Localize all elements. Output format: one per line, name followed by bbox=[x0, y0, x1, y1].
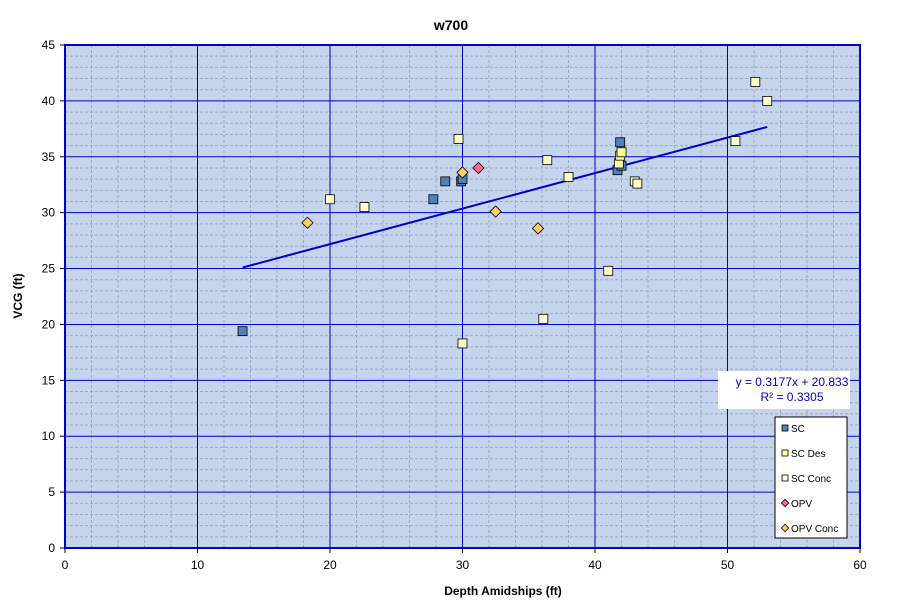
legend-label-sc-des: SC Des bbox=[791, 449, 825, 460]
trendline-equation: y = 0.3177x + 20.833 bbox=[736, 375, 849, 389]
y-tick-label: 0 bbox=[48, 541, 55, 555]
point-sc-conc bbox=[563, 171, 574, 182]
x-tick-label: 60 bbox=[853, 558, 867, 572]
point-sc-conc bbox=[603, 265, 614, 276]
x-tick-label: 20 bbox=[323, 558, 337, 572]
legend-label-sc: SC bbox=[791, 424, 805, 435]
point-sc-conc bbox=[457, 338, 468, 349]
point-sc-conc bbox=[453, 133, 464, 144]
point-sc-conc bbox=[538, 313, 549, 324]
trendline bbox=[242, 125, 768, 269]
y-tick-label: 5 bbox=[48, 485, 55, 499]
legend-marker-opv-conc bbox=[780, 523, 790, 533]
point-sc-conc bbox=[730, 136, 741, 147]
point-opv-conc bbox=[531, 222, 545, 235]
y-tick-label: 25 bbox=[42, 262, 56, 276]
x-tick-label: 0 bbox=[62, 558, 69, 572]
point-sc bbox=[428, 194, 439, 205]
point-sc-conc bbox=[762, 95, 773, 106]
chart-title: w700 bbox=[433, 17, 468, 33]
y-tick-label: 40 bbox=[42, 94, 56, 108]
point-sc-conc bbox=[325, 194, 335, 205]
y-tick-label: 30 bbox=[42, 206, 56, 220]
y-tick-label: 45 bbox=[42, 38, 56, 52]
legend-box bbox=[774, 416, 848, 539]
legend-label-opv: OPV bbox=[791, 499, 812, 510]
point-sc-conc bbox=[542, 155, 553, 166]
point-opv-conc bbox=[301, 216, 314, 229]
point-sc bbox=[237, 326, 248, 337]
point-sc-des bbox=[616, 147, 627, 158]
legend-label-opv-conc: OPV Conc bbox=[791, 524, 838, 535]
legend-marker-opv bbox=[780, 498, 790, 508]
legend-marker-sc bbox=[781, 424, 789, 432]
y-tick-label: 15 bbox=[42, 373, 56, 387]
point-opv-conc bbox=[456, 166, 469, 179]
point-sc-conc bbox=[359, 202, 370, 212]
y-axis-title: VCG (ft) bbox=[11, 273, 25, 318]
point-sc bbox=[615, 137, 626, 148]
y-tick-label: 10 bbox=[42, 429, 56, 443]
y-axis-ticks: 0 5 10 15 20 25 30 35 40 45 bbox=[42, 38, 65, 555]
legend-label-sc-conc: SC Conc bbox=[791, 474, 831, 485]
x-axis-ticks: 0 10 20 30 40 50 60 bbox=[62, 548, 867, 572]
legend-marker-sc-conc bbox=[781, 474, 789, 482]
x-tick-label: 50 bbox=[721, 558, 735, 572]
trendline-r2: R² = 0.3305 bbox=[760, 390, 823, 404]
point-sc-conc bbox=[750, 76, 761, 87]
y-tick-label: 35 bbox=[42, 150, 56, 164]
equation-background bbox=[718, 371, 850, 409]
point-sc bbox=[440, 176, 451, 187]
point-sc-conc bbox=[632, 178, 643, 189]
x-axis-title: Depth Amidships (ft) bbox=[444, 584, 562, 598]
x-tick-label: 40 bbox=[588, 558, 602, 572]
legend-marker-sc-des bbox=[781, 449, 789, 457]
point-opv-conc bbox=[489, 205, 502, 218]
data-points bbox=[237, 76, 773, 349]
x-tick-label: 10 bbox=[191, 558, 205, 572]
y-tick-label: 20 bbox=[42, 317, 56, 331]
point-opv bbox=[472, 161, 485, 175]
legend: SC SC Des SC Conc OPV OPV Conc bbox=[774, 416, 848, 539]
x-tick-label: 30 bbox=[456, 558, 470, 572]
